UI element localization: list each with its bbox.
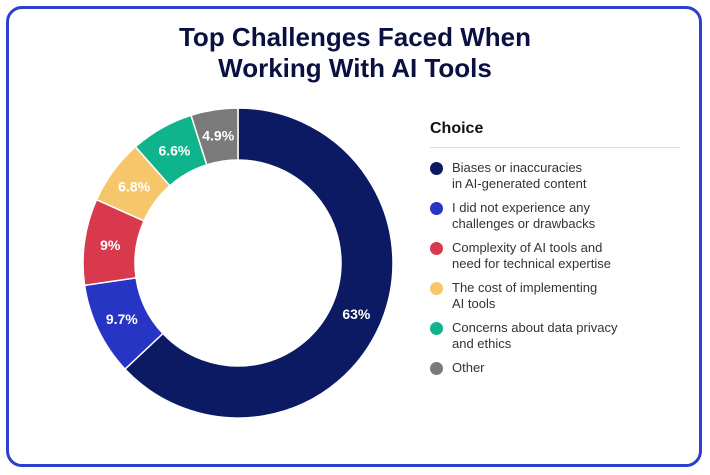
legend-label-4: Concerns about data privacy and ethics [452, 320, 618, 351]
slice-label-3: 6.8% [118, 179, 150, 195]
legend-swatch-5 [430, 362, 443, 375]
legend-item-2: Complexity of AI tools and need for techn… [430, 240, 680, 272]
legend-label-3: The cost of implementing AI tools [452, 280, 598, 311]
legend-item-1: I did not experience any challenges or dr… [430, 200, 680, 232]
slice-label-0: 63% [342, 306, 371, 322]
legend-item-3: The cost of implementing AI tools [430, 280, 680, 312]
legend-swatch-3 [430, 282, 443, 295]
slice-label-4: 6.6% [158, 143, 190, 159]
legend-title: Choice [430, 120, 680, 148]
legend-swatch-1 [430, 202, 443, 215]
legend-swatch-4 [430, 322, 443, 335]
donut-slice-5 [190, 107, 239, 166]
legend-label-2: Complexity of AI tools and need for techn… [452, 240, 611, 271]
legend-swatch-2 [430, 242, 443, 255]
slice-label-5: 4.9% [202, 128, 234, 144]
slice-label-1: 9.7% [106, 311, 138, 327]
chart-title: Top Challenges Faced When Working With A… [0, 22, 710, 84]
legend: Choice Biases or inaccuracies in AI-gener… [430, 120, 680, 384]
legend-label-0: Biases or inaccuracies in AI-generated co… [452, 160, 587, 191]
chart-title-line-1: Top Challenges Faced When [178, 22, 531, 52]
legend-label-5: Other [452, 360, 485, 375]
legend-label-1: I did not experience any challenges or dr… [452, 200, 596, 231]
slice-label-2: 9% [100, 237, 121, 253]
legend-item-4: Concerns about data privacy and ethics [430, 320, 680, 352]
legend-item-0: Biases or inaccuracies in AI-generated co… [430, 160, 680, 192]
donut-slice-0 [123, 107, 394, 419]
legend-item-5: Other [430, 360, 680, 376]
chart-title-line-2: Working With AI Tools [218, 53, 492, 83]
legend-swatch-0 [430, 162, 443, 175]
legend-items: Biases or inaccuracies in AI-generated co… [430, 160, 680, 376]
